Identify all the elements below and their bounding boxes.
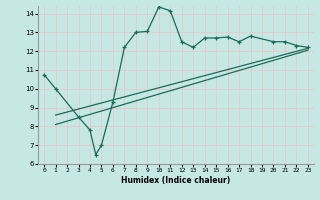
X-axis label: Humidex (Indice chaleur): Humidex (Indice chaleur) xyxy=(121,176,231,185)
